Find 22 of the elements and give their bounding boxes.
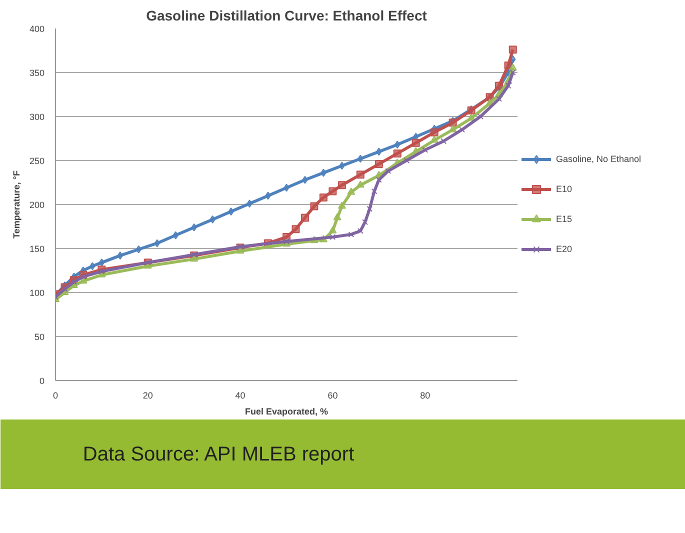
x-tick-label: 60 <box>328 390 338 400</box>
x-tick-label: 0 <box>52 390 58 400</box>
x-tick-label: 80 <box>420 390 430 400</box>
legend-label: E10 <box>556 184 574 194</box>
y-tick-label: 0 <box>39 376 45 386</box>
legend-label: E15 <box>556 214 574 224</box>
y-tick-label: 150 <box>29 244 45 254</box>
y-tick-label: 200 <box>29 200 45 210</box>
x-tick-label: 20 <box>142 390 153 400</box>
y-tick-label: 50 <box>34 332 45 342</box>
y-tick-label: 250 <box>29 156 45 166</box>
x-axis-title: Fuel Evaporated, % <box>244 406 328 416</box>
y-tick-label: 300 <box>29 112 45 122</box>
x-tick-label: 40 <box>235 390 246 400</box>
y-axis-title: Temperature, °F <box>11 170 22 238</box>
chart-title: Gasoline Distillation Curve: Ethanol Effect <box>146 8 428 24</box>
y-tick-label: 400 <box>29 24 45 34</box>
y-tick-label: 350 <box>29 68 45 78</box>
source-note: Data Source: API MLEB report <box>82 444 355 466</box>
y-tick-label: 100 <box>29 288 45 298</box>
legend-label: Gasoline, No Ethanol <box>556 154 642 164</box>
legend-label: E20 <box>556 244 574 254</box>
